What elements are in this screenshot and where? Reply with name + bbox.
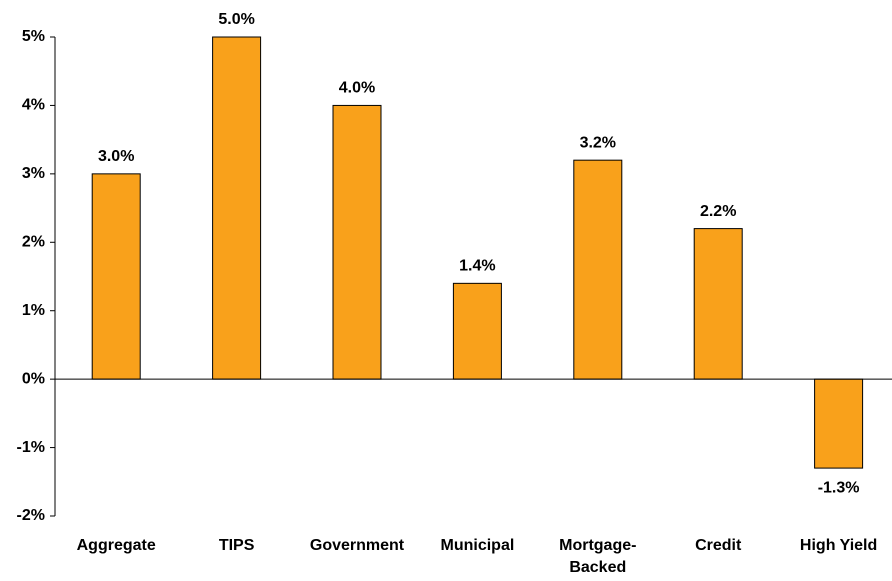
x-tick-label: TIPS [218,537,255,554]
x-tick-label: Aggregate [76,537,156,554]
x-tick-label: High Yield [799,537,878,554]
y-tick-label: 2% [22,234,45,251]
data-label: 1.4% [459,258,495,275]
bar [212,36,262,380]
data-label: 3.0% [98,148,134,165]
data-label: 4.0% [339,80,375,97]
x-tick-label: Municipal [440,537,515,554]
y-tick-label: -1% [17,439,45,456]
bar [452,282,502,380]
x-tick-label: Government [309,537,405,554]
data-label: 3.2% [580,134,616,151]
x-tick-label: Credit [695,537,742,554]
y-tick-label: -2% [17,507,45,524]
data-label: 5.0% [218,11,254,28]
bar [814,378,864,469]
y-tick-label: 4% [22,97,45,114]
data-label: 2.2% [700,203,736,220]
bar [332,104,382,380]
bar [91,173,141,380]
y-tick-label: 0% [22,370,45,387]
y-tick-label: 3% [22,165,45,182]
bar [573,159,623,380]
bar [693,228,743,380]
data-label: -1.3% [818,479,860,496]
y-tick-label: 1% [22,302,45,319]
y-tick-label: 5% [22,28,45,45]
x-tick-label: Mortgage-Backed [559,537,637,576]
